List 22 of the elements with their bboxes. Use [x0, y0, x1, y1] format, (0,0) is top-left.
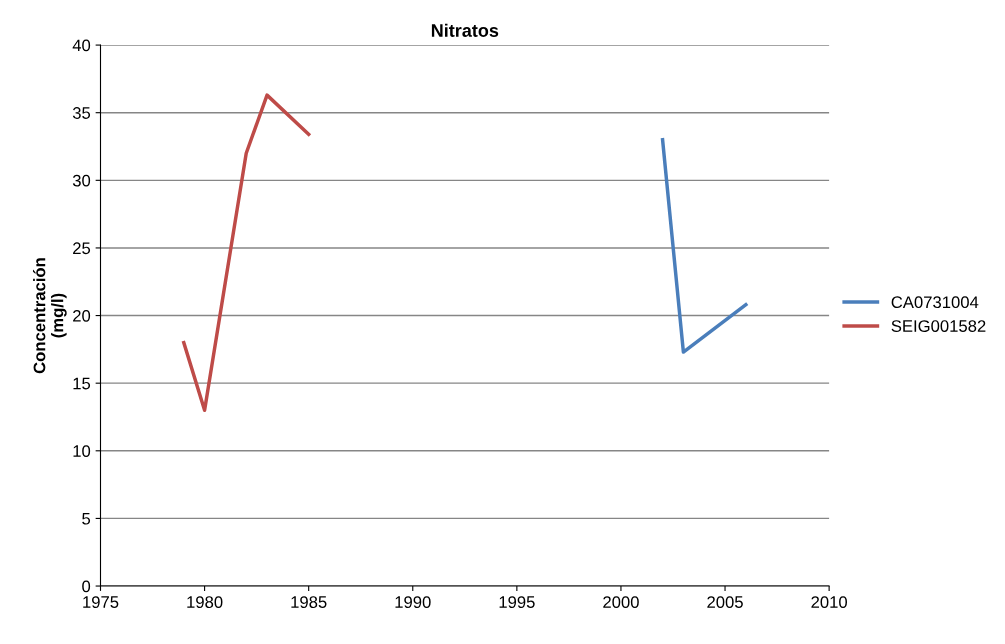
legend-label: CA0731004	[891, 296, 979, 309]
y-tick-label: 40	[72, 39, 91, 52]
chart-title: Nitratos	[431, 23, 499, 37]
y-tick-label: 10	[73, 445, 91, 457]
y-tick-label: 35	[72, 107, 91, 119]
y-tick-label: 25	[73, 242, 91, 255]
x-tick-label: 1990	[395, 596, 431, 608]
line-series	[182, 93, 311, 412]
x-tick-label: 1985	[291, 596, 327, 608]
x-tick-label: 2010	[811, 596, 848, 608]
x-tick-label: 1995	[499, 596, 535, 608]
y-tick-label: 20	[73, 309, 91, 322]
y-axis-title: Concentración (mg/l)	[32, 258, 67, 374]
x-tick-label: 1975	[83, 596, 119, 608]
x-tick-label: 2000	[603, 596, 639, 608]
y-tick-label: 0	[82, 580, 91, 593]
y-tick-label: 15	[73, 377, 91, 390]
y-tick-label: 30	[72, 174, 91, 187]
legend-label: SEIG001582	[891, 320, 986, 332]
x-tick-label: 2005	[707, 596, 743, 608]
x-tick-label: 1980	[187, 596, 223, 608]
y-tick-label: 5	[82, 512, 91, 525]
